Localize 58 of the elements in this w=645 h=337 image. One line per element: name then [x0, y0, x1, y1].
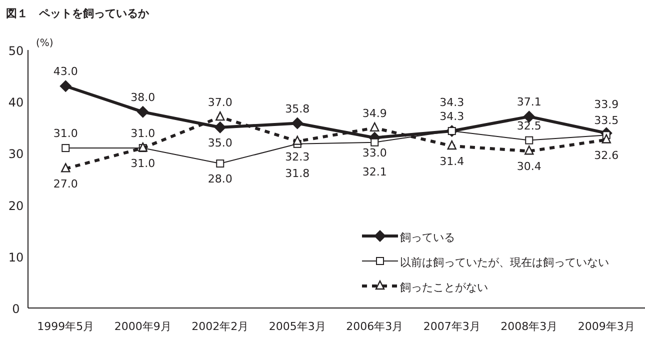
data-label: 33.9	[594, 98, 619, 112]
point	[216, 111, 225, 121]
point	[292, 136, 302, 145]
data-label: 34.9	[362, 106, 387, 120]
legend-label: 飼っている	[400, 231, 455, 244]
data-label: 35.0	[208, 136, 232, 150]
x-tick-label: 2006年3月	[346, 320, 404, 333]
y-tick-label: 50	[8, 44, 24, 58]
x-tick-label: 1999年5月	[37, 320, 94, 333]
data-label: 32.3	[285, 150, 310, 164]
data-label: 34.3	[440, 110, 464, 124]
data-label: 28.0	[208, 172, 232, 186]
legend-label: 以前は飼っていたが、現在は飼っていない	[400, 256, 609, 269]
point	[214, 121, 226, 134]
point	[62, 144, 70, 152]
point	[370, 122, 380, 132]
data-label: 35.8	[285, 102, 310, 116]
point	[136, 106, 149, 118]
data-label: 31.0	[53, 127, 78, 140]
data-label: 32.6	[594, 148, 619, 162]
data-label: 34.3	[440, 96, 464, 110]
data-label: 31.0	[130, 157, 156, 170]
data-label: 32.5	[516, 119, 542, 132]
point	[61, 163, 70, 172]
point	[602, 134, 611, 144]
data-label: 37.0	[208, 96, 232, 110]
point	[60, 80, 72, 92]
x-tick-label: 2002年2月	[192, 320, 249, 333]
data-label: 33.5	[594, 114, 619, 128]
y-tick-label: 30	[8, 147, 24, 162]
chart-title: 図１ ペットを飼っているか	[6, 7, 150, 20]
y-axis-title: (%)	[36, 38, 54, 49]
data-label: 32.1	[362, 165, 387, 178]
legend-label: 飼ったことがない	[400, 281, 488, 294]
data-label: 33.0	[362, 146, 387, 160]
data-label: 31.8	[285, 166, 310, 180]
data-label: 30.4	[516, 160, 542, 174]
point	[525, 136, 534, 144]
x-tick-label: 2008年3月	[500, 320, 558, 333]
point	[524, 146, 534, 155]
y-tick-label: 10	[8, 250, 24, 264]
data-label: 37.1	[516, 96, 542, 109]
point	[447, 140, 456, 150]
data-label: 43.0	[53, 65, 78, 78]
y-tick-label: 20	[8, 198, 24, 213]
x-tick-label: 2000年9月	[114, 320, 172, 333]
data-label: 31.4	[440, 154, 464, 168]
y-tick-label: 0	[12, 302, 20, 316]
data-label: 38.0	[130, 90, 156, 104]
point	[291, 117, 304, 130]
x-tick-label: 2005年3月	[268, 320, 326, 333]
x-tick-label: 2009年3月	[578, 320, 635, 333]
data-label: 31.0	[130, 127, 156, 140]
data-label: 27.0	[53, 178, 78, 191]
point	[216, 160, 224, 168]
point	[370, 138, 379, 146]
y-tick-label: 40	[8, 96, 24, 110]
x-tick-label: 2007年3月	[423, 320, 480, 333]
